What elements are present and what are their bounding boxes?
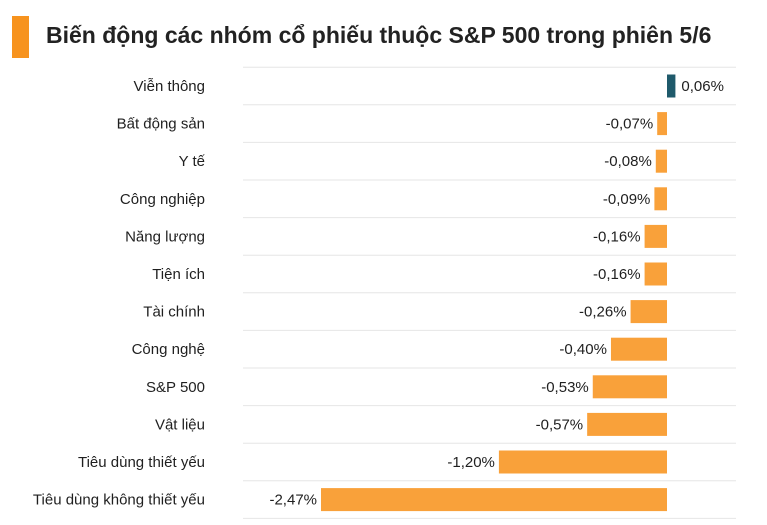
- data-label: -0,26%: [579, 304, 627, 321]
- data-label: -0,53%: [541, 379, 589, 396]
- category-label: Viễn thông: [134, 78, 205, 95]
- category-label: Năng lượng: [125, 228, 205, 245]
- title-accent-bar: [12, 16, 29, 58]
- bar: [321, 488, 667, 512]
- category-label: Tiện ích: [152, 266, 205, 283]
- bar: [498, 450, 667, 474]
- data-label: -0,40%: [559, 341, 607, 358]
- bar: [657, 112, 667, 136]
- category-label: S&P 500: [146, 379, 205, 396]
- data-label: 0,06%: [681, 78, 724, 95]
- category-label: Vật liệu: [155, 416, 205, 433]
- bar: [654, 187, 667, 211]
- data-label: -1,20%: [447, 454, 495, 471]
- category-label: Tài chính: [143, 304, 205, 321]
- data-label: -0,16%: [593, 228, 641, 245]
- category-label: Công nghệ: [132, 341, 205, 358]
- bar: [630, 300, 667, 324]
- category-label: Tiêu dùng không thiết yếu: [33, 492, 205, 509]
- category-label: Công nghiệp: [120, 191, 205, 208]
- bar: [610, 337, 667, 361]
- data-label: -0,16%: [593, 266, 641, 283]
- bar: [587, 412, 667, 436]
- data-label: -0,57%: [536, 416, 584, 433]
- data-label: -2,47%: [269, 492, 317, 509]
- bar: [667, 74, 676, 98]
- category-label: Bất động sản: [117, 116, 205, 133]
- category-label: Y tế: [179, 153, 206, 170]
- data-label: -0,07%: [606, 116, 654, 133]
- bar: [655, 149, 667, 173]
- chart-title: Biến động các nhóm cổ phiếu thuộc S&P 50…: [46, 22, 712, 48]
- bar: [644, 224, 667, 248]
- bar: [592, 375, 667, 399]
- bar: [644, 262, 667, 286]
- category-label: Tiêu dùng thiết yếu: [78, 454, 205, 471]
- data-label: -0,09%: [603, 191, 651, 208]
- data-label: -0,08%: [604, 153, 652, 170]
